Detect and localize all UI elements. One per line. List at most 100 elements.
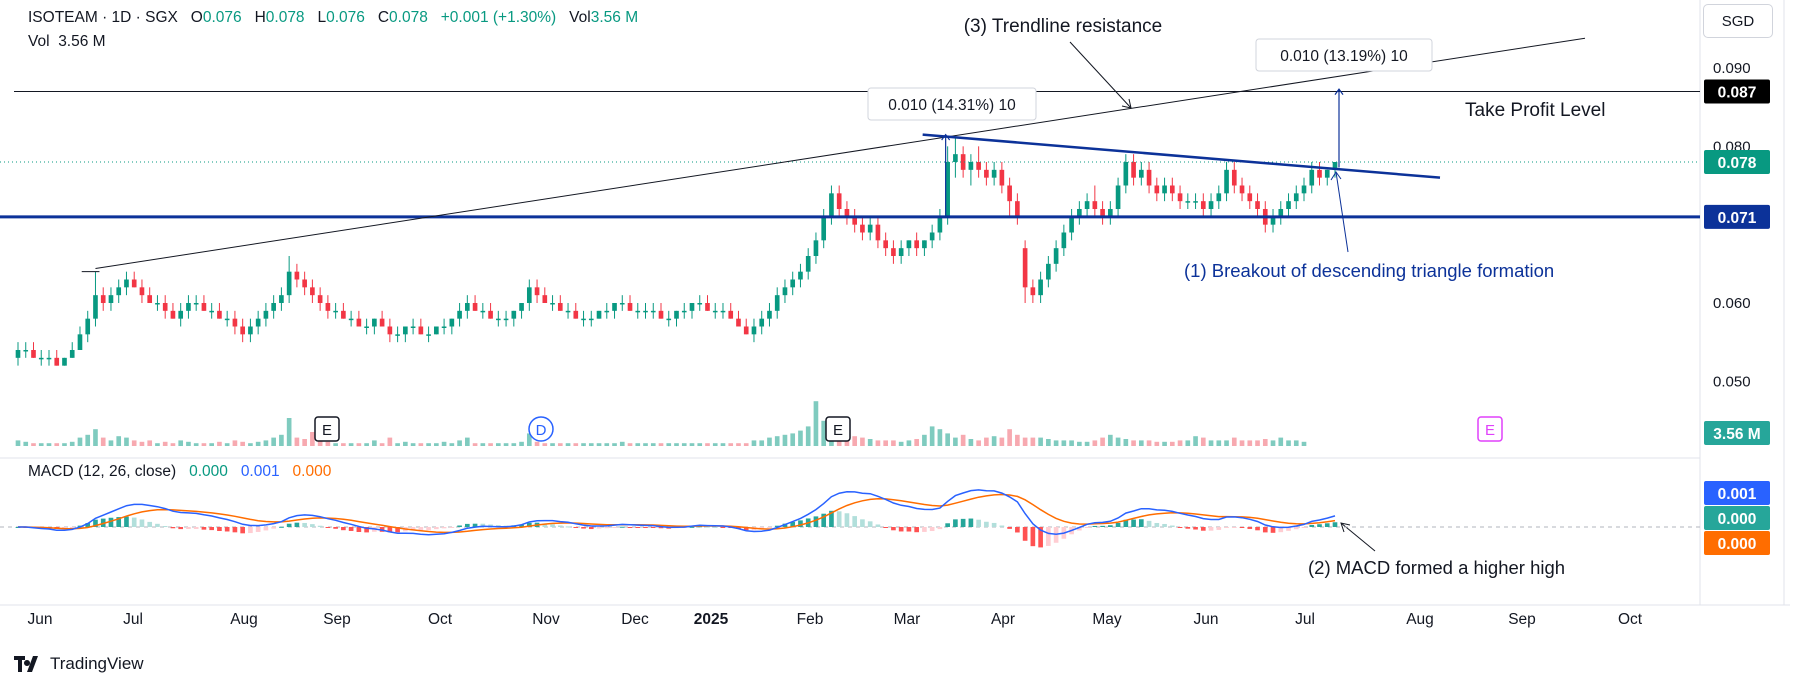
candle: [1046, 256, 1051, 288]
candle: [46, 350, 52, 366]
volume-bar: [526, 433, 532, 446]
volume-bar: [1177, 440, 1183, 446]
candle-body: [1169, 185, 1175, 194]
macd-hist-bar: [1162, 523, 1167, 527]
candle: [999, 162, 1005, 194]
badge-last-price-bg: [1704, 150, 1770, 174]
candle: [372, 318, 377, 335]
macd-hist-bar: [922, 527, 927, 532]
macd-hist-bar: [155, 523, 160, 527]
candle-body: [434, 326, 439, 335]
macd-hist-bar: [271, 527, 276, 529]
dividend-marker-nov-text: D: [536, 422, 547, 439]
candle: [588, 310, 594, 327]
candle: [1015, 193, 1020, 225]
candle: [829, 185, 834, 225]
macd-hist-bar: [542, 523, 548, 527]
macd-hist-bar: [1100, 525, 1105, 527]
macd-hist-bar: [1185, 527, 1191, 529]
earnings-marker-feb: E: [825, 416, 851, 442]
volume-bar: [263, 440, 269, 446]
candle-body: [1138, 169, 1144, 178]
candle-body: [1247, 193, 1253, 202]
candle-body: [519, 303, 524, 311]
badge-volume: 3.56 M: [1704, 421, 1770, 445]
macd-hist-bar: [790, 521, 796, 527]
volume-bar: [341, 443, 346, 446]
volume-legend-value: 3.56 M: [58, 33, 106, 50]
volume-bar: [658, 443, 664, 446]
volume-bar: [759, 440, 765, 446]
candle: [155, 295, 160, 311]
candle: [666, 310, 672, 327]
time-tick-label: Jul: [123, 611, 143, 628]
candle-body: [697, 303, 703, 305]
earnings-marker-sep-shape: [314, 416, 340, 442]
candle-body: [929, 232, 935, 241]
volume-bar: [650, 443, 656, 446]
macd-hist-bar: [224, 527, 230, 532]
candle-body: [193, 303, 199, 305]
macd-hist-bar: [720, 527, 726, 528]
candle: [860, 216, 865, 241]
candle-body: [100, 295, 106, 303]
badge-take-profit-bg: [1704, 79, 1770, 104]
candle: [511, 310, 517, 327]
volume-bar: [751, 440, 757, 446]
candle: [1115, 177, 1121, 217]
time-tick-label: Apr: [991, 611, 1015, 628]
candle-body: [612, 303, 617, 311]
volume-bar: [883, 440, 888, 446]
volume-bar: [790, 433, 796, 446]
volume-bar: [403, 441, 408, 446]
time-tick-label: Oct: [428, 611, 453, 628]
volume-bar: [387, 437, 393, 446]
candle-body: [472, 303, 478, 311]
macd-hist-bar: [898, 527, 904, 532]
candle: [643, 303, 648, 319]
candle: [991, 162, 997, 186]
candle: [503, 310, 509, 327]
volume-bar: [495, 443, 501, 446]
volume-bar: [62, 443, 67, 446]
candle: [15, 342, 21, 366]
candle-body: [751, 326, 757, 335]
macd-hist-bar: [976, 519, 981, 527]
candle: [557, 295, 563, 311]
macd-hist-bar: [743, 527, 749, 531]
volume-bar: [1030, 437, 1036, 446]
macd-hist-bar: [62, 527, 67, 529]
candle: [255, 310, 261, 335]
candle: [333, 303, 338, 319]
volume-bar: [124, 437, 129, 446]
candle-body: [1185, 201, 1191, 203]
candle: [914, 232, 919, 256]
volume-bar: [705, 443, 710, 446]
currency-button[interactable]: SGD: [1703, 4, 1773, 38]
tradingview-logo[interactable]: TradingView: [14, 654, 144, 674]
candle-body: [852, 216, 858, 225]
candle: [1162, 177, 1167, 202]
macd-hist-bar: [1138, 519, 1144, 527]
macd-hist-bar: [193, 527, 199, 529]
volume-bar: [736, 443, 741, 446]
candle-body: [860, 224, 865, 233]
volume-bar: [93, 429, 98, 446]
candle-body: [1317, 169, 1322, 178]
volume-bar: [767, 437, 772, 446]
candle-body: [1131, 162, 1136, 178]
macd-line-value: 0.001: [240, 463, 280, 480]
volume-bar: [1154, 441, 1160, 446]
candle-body: [325, 303, 331, 311]
candle-body: [1015, 201, 1020, 217]
earnings-marker-aug-text: E: [1485, 422, 1495, 439]
breakout-pointer-head: [1330, 171, 1342, 181]
candle-body: [767, 310, 772, 319]
macd-hist-bar: [1038, 527, 1043, 548]
volume-bar: [1200, 437, 1206, 446]
volume-bar: [302, 439, 307, 446]
candle: [302, 271, 307, 296]
volume-bar: [604, 443, 610, 446]
volume-bar: [434, 443, 439, 446]
